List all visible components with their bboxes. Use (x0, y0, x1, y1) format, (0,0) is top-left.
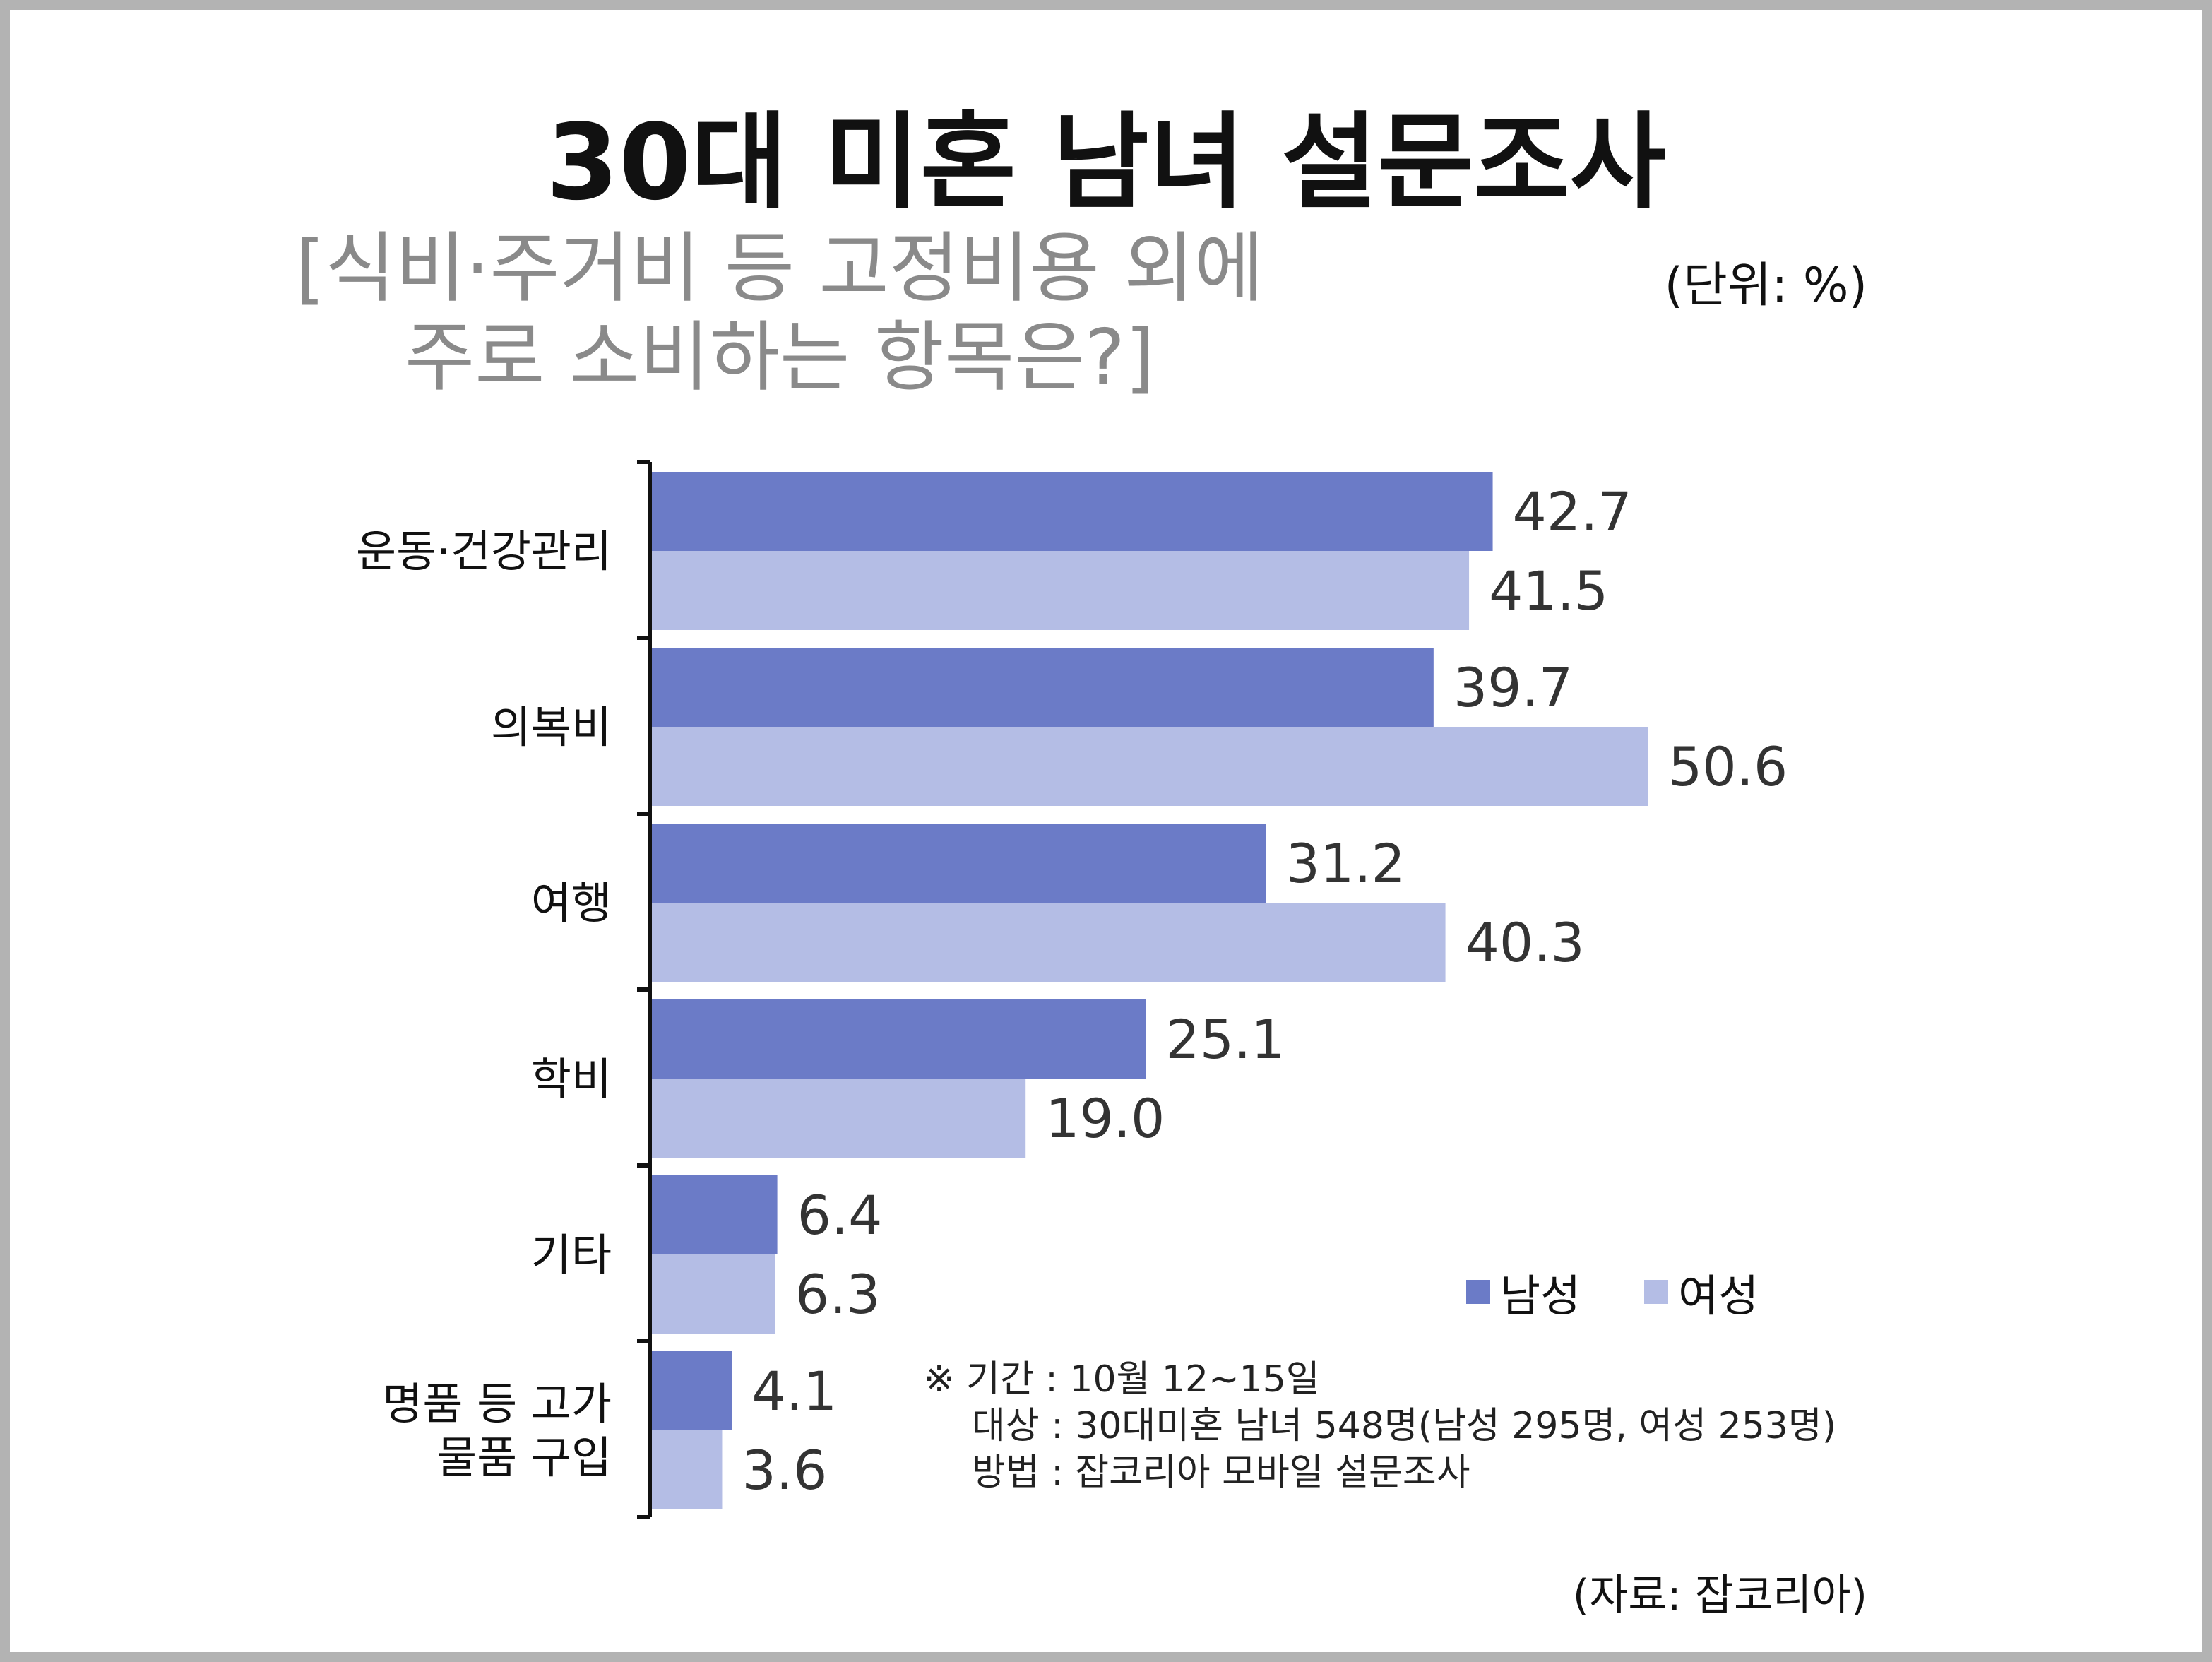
category-label-3: 학비 (531, 1053, 612, 1105)
legend-swatch-male (1466, 1280, 1490, 1304)
bar-male-3 (651, 999, 1146, 1079)
chart-subtitle: [식비·주거비 등 고정비용 외에 주로 소비하는 항목은?] (0, 225, 1559, 403)
unit-label: (단위: %) (1664, 258, 1867, 314)
category-label-2: 여행 (531, 877, 612, 929)
category-label-0: 운동·건강관리 (356, 526, 612, 577)
bar-male-4 (651, 1175, 778, 1254)
note-period: ※ 기간 : 10월 12~15일 (924, 1358, 1320, 1401)
note-method: 방법 : 잡코리아 모바일 설문조사 (972, 1452, 1470, 1494)
value-label-male-4: 6.4 (797, 1184, 883, 1247)
value-label-male-2: 31.2 (1286, 832, 1405, 895)
value-label-female-1: 50.6 (1668, 735, 1788, 798)
value-label-female-5: 3.6 (742, 1439, 827, 1502)
legend-label-male: 남성 (1500, 1270, 1581, 1322)
bar-female-0 (651, 551, 1470, 630)
value-label-male-1: 39.7 (1453, 656, 1573, 719)
value-label-female-3: 19.0 (1045, 1087, 1165, 1150)
bar-female-1 (651, 727, 1648, 806)
legend-item-female: 여성 (1644, 1260, 1759, 1324)
bar-male-1 (651, 648, 1434, 727)
value-label-female-4: 6.3 (795, 1263, 881, 1326)
survey-notes: ※ 기간 : 10월 12~15일 대상 : 30대미혼 남녀 548명(남성 … (924, 1356, 1836, 1496)
value-label-female-0: 41.5 (1489, 559, 1608, 622)
bar-male-5 (651, 1351, 732, 1430)
category-label-4: 기타 (531, 1229, 612, 1281)
category-label-5: 명품 등 고가 물품 구입 (382, 1378, 612, 1483)
legend-label-female: 여성 (1678, 1270, 1759, 1322)
subtitle-line-2: 주로 소비하는 항목은?] (404, 314, 1155, 402)
category-label-1: 의복비 (491, 701, 612, 753)
subtitle-line-1: [식비·주거비 등 고정비용 외에 (295, 225, 1264, 313)
legend-swatch-female (1644, 1280, 1669, 1304)
value-label-male-0: 42.7 (1513, 480, 1632, 543)
bar-male-0 (651, 472, 1493, 551)
legend: 남성 여성 (1466, 1260, 1759, 1324)
source-label: (자료: 잡코리아) (1572, 1571, 1867, 1620)
chart-title: 30대 미혼 남녀 설문조사 (546, 102, 1666, 223)
value-label-female-2: 40.3 (1465, 911, 1585, 974)
bar-female-4 (651, 1254, 775, 1334)
bar-female-3 (651, 1079, 1026, 1158)
value-label-male-3: 25.1 (1165, 1008, 1285, 1071)
bar-female-5 (651, 1430, 723, 1509)
bar-male-2 (651, 824, 1266, 903)
value-label-male-5: 4.1 (751, 1360, 837, 1423)
bar-female-2 (651, 903, 1446, 982)
legend-item-male: 남성 (1466, 1260, 1581, 1324)
note-target: 대상 : 30대미혼 남녀 548명(남성 295명, 여성 253명) (972, 1405, 1837, 1447)
